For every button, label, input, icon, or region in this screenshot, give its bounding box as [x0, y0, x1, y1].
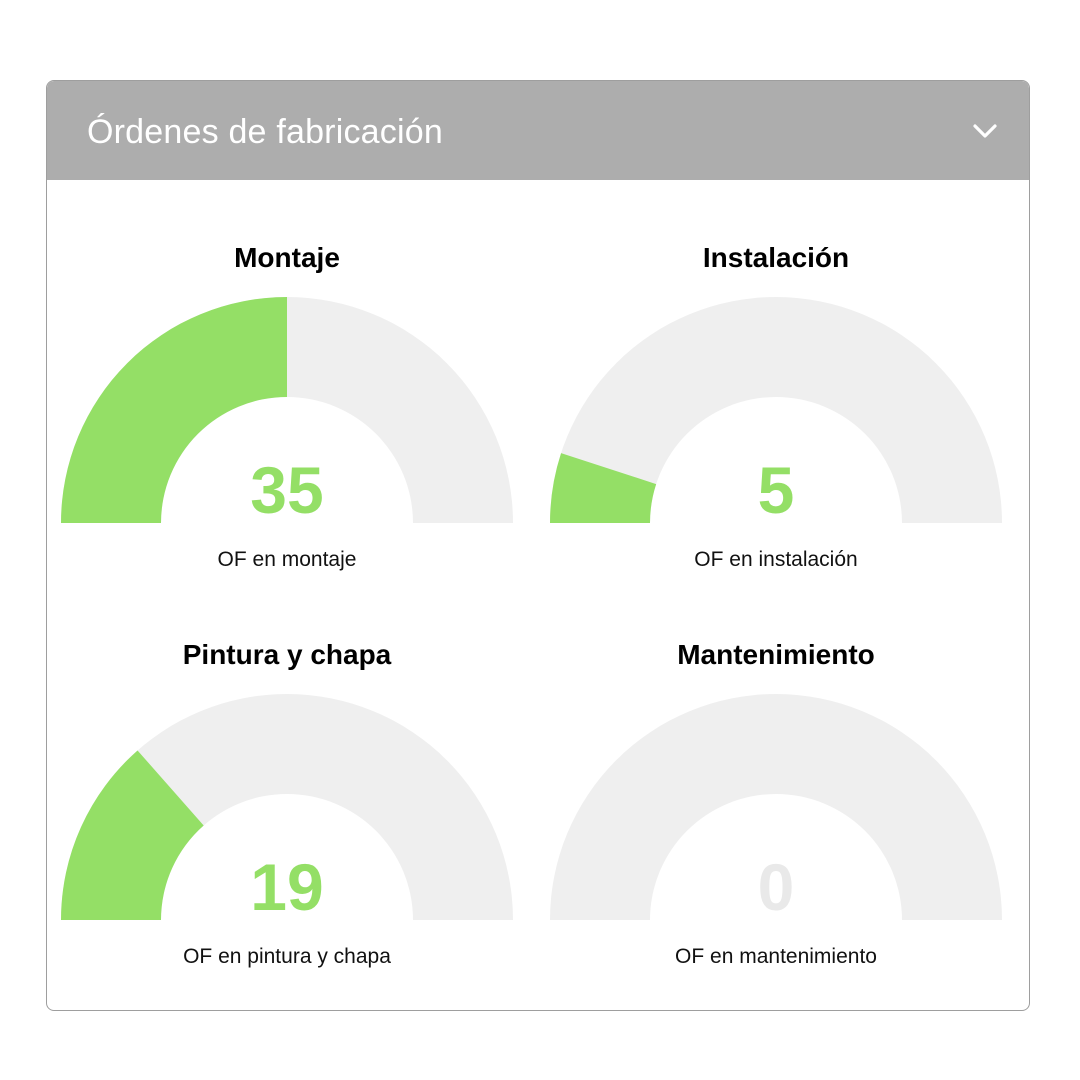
gauge-title: Instalación	[702, 242, 850, 273]
collapse-button[interactable]	[965, 111, 1005, 151]
gauge-arc	[550, 694, 1002, 920]
chevron-down-icon	[973, 124, 997, 138]
gauge-arc	[61, 694, 513, 920]
gauge-fill	[61, 297, 287, 523]
panel-header[interactable]: Órdenes de fabricación	[47, 81, 1029, 180]
gauge-caption: OF en pintura y chapa	[183, 945, 391, 968]
gauge-caption: OF en montaje	[217, 548, 357, 571]
manufacturing-orders-panel: Órdenes de fabricación Montaje 35 OF en …	[46, 80, 1030, 1011]
gauge-fill	[61, 750, 204, 920]
gauge-mantenimiento: Mantenimiento 0 OF en mantenimiento	[550, 636, 1020, 1006]
gauge-track	[550, 297, 1002, 523]
gauge-value: 19	[250, 850, 324, 924]
gauge-value: 5	[757, 453, 795, 527]
gauge-instalacion: Instalación 5 OF en instalación	[550, 239, 1020, 609]
gauge-caption: OF en mantenimiento	[675, 945, 877, 968]
gauge-title: Montaje	[234, 242, 340, 273]
panel-title: Órdenes de fabricación	[87, 113, 443, 151]
gauge-fill	[550, 453, 657, 523]
gauge-caption: OF en instalación	[694, 548, 858, 571]
gauge-value: 0	[757, 850, 795, 924]
gauge-title: Mantenimiento	[677, 639, 875, 670]
gauge-value: 35	[250, 453, 324, 527]
gauge-arc	[61, 297, 513, 523]
gauge-pintura-y-chapa: Pintura y chapa 19 OF en pintura y chapa	[61, 636, 531, 1006]
gauge-arc	[550, 297, 1002, 523]
gauge-montaje: Montaje 35 OF en montaje	[61, 239, 531, 609]
gauge-track	[550, 694, 1002, 920]
gauge-title: Pintura y chapa	[182, 639, 392, 670]
